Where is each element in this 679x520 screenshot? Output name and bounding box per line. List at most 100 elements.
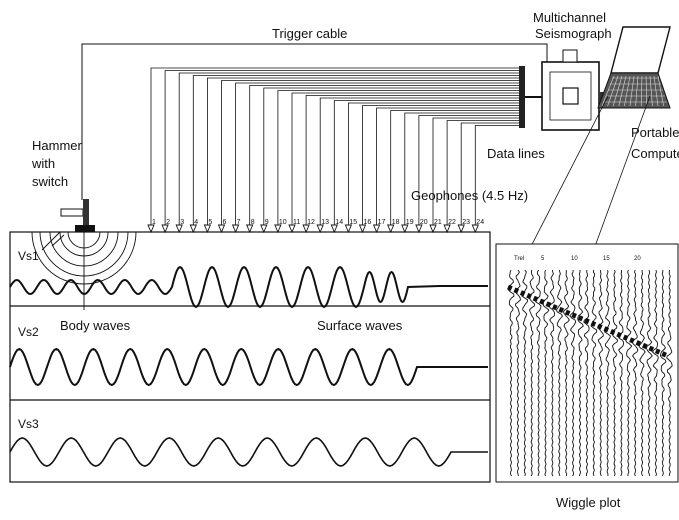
geophone-number: 8 xyxy=(251,219,255,226)
leader-line-2 xyxy=(589,95,651,261)
wiggle-trace xyxy=(631,269,639,477)
geophone-icon xyxy=(457,224,465,234)
wiggle-trace xyxy=(638,270,646,477)
wiggle-trace xyxy=(666,269,673,477)
data-line xyxy=(249,85,519,226)
geophone-icon xyxy=(429,224,437,234)
computer-label-line2: Computer xyxy=(631,146,679,161)
wiggle-trace xyxy=(548,269,556,477)
data-lines-label: Data lines xyxy=(487,146,545,161)
geophone-icon xyxy=(372,224,381,234)
hammer-label-line2: with xyxy=(31,156,55,171)
geophone-icon xyxy=(147,224,155,234)
geophone-number: 6 xyxy=(223,219,227,226)
wiggle-header-label: Trel xyxy=(514,256,524,262)
data-line xyxy=(432,117,519,226)
geophone-icon xyxy=(471,224,479,234)
data-line xyxy=(291,92,519,226)
geophone-icon xyxy=(344,224,353,234)
geophone-icon xyxy=(288,224,296,234)
data-line xyxy=(446,120,519,226)
geophone-icon xyxy=(401,224,409,234)
seismograph-label-line1: Multichannel xyxy=(533,10,606,25)
computer-label-line1: Portable xyxy=(631,125,679,140)
wiggle-header-label: 20 xyxy=(634,256,641,262)
geophone-number: 24 xyxy=(476,219,484,226)
data-line xyxy=(460,122,519,226)
geophone-number: 23 xyxy=(462,219,470,226)
wiggle-trace xyxy=(604,269,611,477)
wiggle-trace xyxy=(651,269,659,477)
data-lines-bundle xyxy=(150,67,519,226)
panel-label-vs1: Vs1 xyxy=(18,249,39,263)
data-line xyxy=(192,75,519,226)
data-line xyxy=(277,90,519,226)
geophone-icon xyxy=(302,224,310,234)
geophone-number: 2 xyxy=(166,219,170,226)
wiggle-plot-traces xyxy=(507,269,673,477)
wiggle-trace xyxy=(577,270,584,477)
data-line xyxy=(390,110,519,226)
geophone-number: 19 xyxy=(406,219,414,226)
geophone-icon xyxy=(231,224,240,234)
geophone-number: 14 xyxy=(335,219,343,226)
wiggle-trace xyxy=(521,269,529,477)
data-line xyxy=(164,70,519,226)
hammer-label-line1: Hammer xyxy=(32,138,83,153)
wiggle-trace xyxy=(645,269,653,477)
data-line xyxy=(206,77,519,226)
data-line xyxy=(347,102,519,226)
seismograph xyxy=(541,49,614,131)
hammer-icon xyxy=(60,199,95,232)
wiggle-trace xyxy=(569,270,577,477)
seismograph-label-line2: Seismograph xyxy=(535,26,612,41)
data-line xyxy=(178,72,519,226)
wiggle-trace xyxy=(583,269,590,477)
geophone-icon xyxy=(330,224,338,234)
wiggle-trace xyxy=(660,270,667,477)
wiggle-trace xyxy=(597,269,604,477)
geophone-number: 16 xyxy=(364,219,372,226)
wave-panels-frame xyxy=(9,231,491,483)
data-line xyxy=(376,107,519,226)
wiggle-trace xyxy=(611,269,619,477)
data-line xyxy=(150,67,519,226)
geophone-number: 13 xyxy=(321,219,329,226)
data-line xyxy=(362,105,519,226)
geophone-icon xyxy=(161,224,169,234)
trigger-cable-label: Trigger cable xyxy=(272,26,347,41)
wiggle-plot-header: Trel 5 10 15 20 xyxy=(514,256,641,262)
wave-vs3 xyxy=(9,437,488,467)
geophone-icon xyxy=(387,224,395,234)
panel-label-vs2: Vs2 xyxy=(18,325,39,339)
geophone-number: 9 xyxy=(265,219,269,226)
wiggle-trace xyxy=(562,269,570,477)
panel-label-vs3: Vs3 xyxy=(18,417,39,431)
geophone-number: 15 xyxy=(349,219,357,226)
data-line xyxy=(474,125,519,226)
geophone-icon xyxy=(217,224,226,234)
wiggle-trace xyxy=(555,269,564,477)
geophone-number: 5 xyxy=(208,219,212,226)
data-line xyxy=(333,100,519,226)
geophone-icon xyxy=(274,224,282,234)
wavefront-arcs xyxy=(31,231,137,310)
wiggle-trace xyxy=(590,269,598,477)
data-line xyxy=(305,95,519,226)
geophone-icon xyxy=(189,224,197,234)
trigger-cable xyxy=(81,43,548,200)
surface-waves-label: Surface waves xyxy=(317,318,403,333)
wiggle-trace xyxy=(535,269,542,477)
geophone-number: 11 xyxy=(293,219,300,226)
geophone-number: 12 xyxy=(307,219,315,226)
geophone-icon xyxy=(316,224,324,234)
wiggle-trace xyxy=(514,269,521,477)
cable-connector xyxy=(519,66,525,128)
wiggle-trace xyxy=(528,269,536,477)
wiggle-header-label: 10 xyxy=(571,256,578,262)
geophone-number: 22 xyxy=(448,219,456,226)
geophone-icon xyxy=(260,224,268,234)
geophone-number: 20 xyxy=(420,219,428,226)
wiggle-header-label: 15 xyxy=(603,256,610,262)
geophone-number: 7 xyxy=(237,219,241,226)
